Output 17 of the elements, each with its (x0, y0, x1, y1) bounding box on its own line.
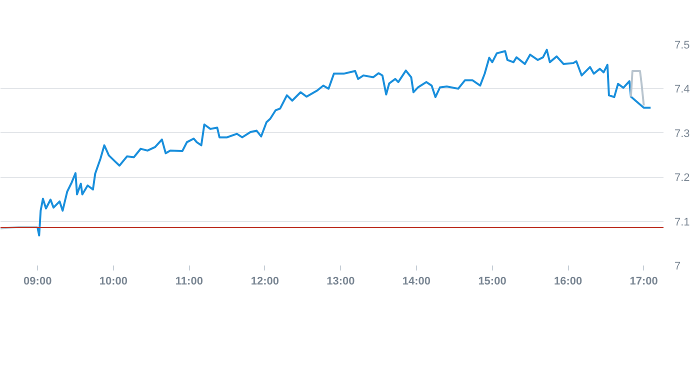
line-series (36, 48, 652, 236)
x-tick-label: 15:00 (478, 276, 506, 288)
x-tick-label: 17:00 (630, 276, 658, 288)
y-tick-label: 7.4 (674, 84, 690, 96)
x-tick-label: 09:00 (24, 276, 52, 288)
y-tick-label: 7.3 (674, 128, 690, 140)
x-tick-label: 14:00 (402, 276, 431, 288)
x-tick-label: 12:00 (250, 276, 280, 288)
y-tick-label: 7.5 (674, 40, 690, 52)
x-tick-label: 11:00 (175, 276, 203, 288)
x-tick-label: 16:00 (554, 276, 582, 288)
line-series (630, 70, 645, 106)
y-tick-label: 7.1 (674, 216, 690, 228)
x-tick-label: 13:00 (326, 276, 355, 288)
y-tick-label: 7.2 (674, 172, 690, 184)
x-tick-label: 10:00 (99, 276, 128, 288)
y-tick-label: 7 (674, 260, 681, 272)
